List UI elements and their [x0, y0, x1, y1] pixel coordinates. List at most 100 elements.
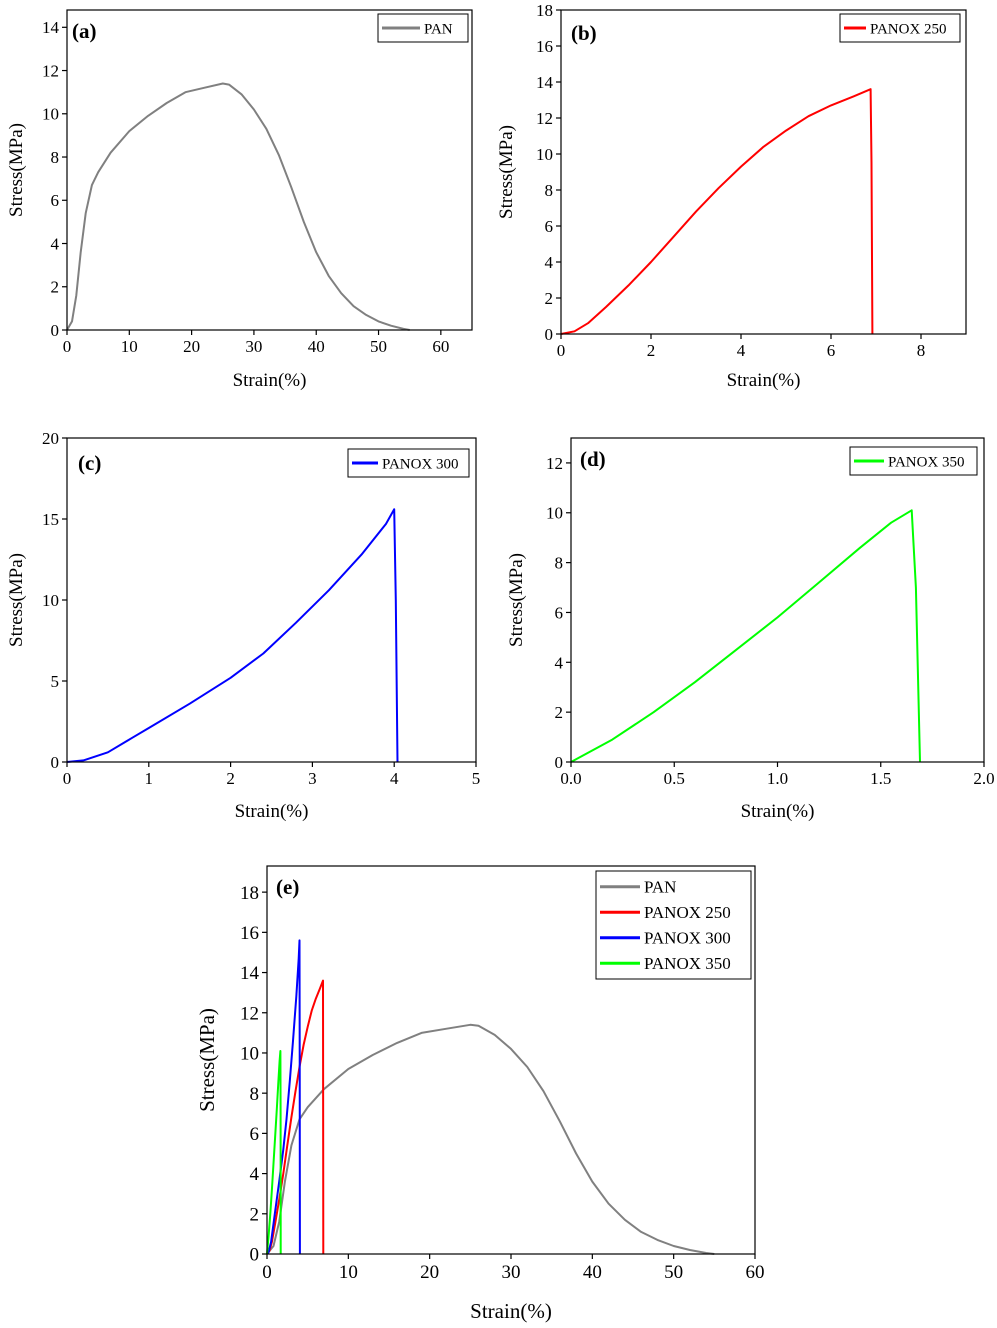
y-tick-label: 12	[240, 1003, 259, 1024]
series-line-1	[66, 508, 399, 763]
y-tick-label: 0	[250, 1245, 260, 1266]
plot-frame	[66, 9, 473, 331]
y-tick-label: 18	[240, 883, 259, 904]
y-tick-label: 2	[250, 1204, 260, 1225]
y-axis-label: Stress(MPa)	[506, 553, 527, 647]
series-line-1	[266, 1023, 715, 1255]
x-tick-label: 0	[262, 1262, 272, 1283]
x-tick-label: 1	[145, 769, 154, 788]
y-tick-label: 14	[42, 18, 60, 37]
x-tick-label: 20	[183, 337, 200, 356]
series-line-1	[560, 88, 874, 335]
x-tick-label: 20	[420, 1262, 439, 1283]
x-tick-label: 0	[63, 769, 72, 788]
x-tick-label: 60	[746, 1262, 765, 1283]
x-tick-label: 60	[432, 337, 449, 356]
y-tick-label: 15	[42, 510, 59, 529]
chart-panel-4: 0.0 0.5 1.0 1.5 2.0 0 2 4 6 8 10 12 Strain(%) Stress(…	[506, 437, 995, 822]
x-tick-label: 1.5	[870, 769, 891, 788]
legend-label: PANOX 350	[888, 454, 965, 470]
y-axis-label: Stress(MPa)	[6, 553, 27, 647]
x-tick-label: 10	[339, 1262, 358, 1283]
y-tick-label: 6	[51, 191, 60, 210]
x-tick-label: 4	[390, 769, 399, 788]
x-tick-label: 30	[502, 1262, 521, 1283]
plot-frame	[66, 437, 477, 763]
x-tick-label: 3	[308, 769, 317, 788]
y-tick-label: 0	[51, 321, 60, 340]
x-axis-label: Strain(%)	[233, 370, 307, 391]
x-axis-label: Strain(%)	[741, 801, 815, 822]
y-tick-label: 14	[536, 73, 554, 92]
y-tick-label: 8	[51, 148, 60, 167]
y-tick-label: 6	[545, 217, 554, 236]
y-tick-label: 16	[536, 37, 553, 56]
y-tick-label: 16	[240, 923, 259, 944]
x-tick-label: 0.0	[560, 769, 581, 788]
panel-label: (b)	[571, 21, 597, 45]
y-tick-label: 12	[536, 109, 553, 128]
x-tick-label: 50	[664, 1262, 683, 1283]
chart-panel-3: 0 1 2 3 4 5 0 5 10 15 20 Strain(%) Stress(MPa) (c) PAN…	[6, 429, 480, 822]
y-tick-label: 2	[555, 703, 564, 722]
y-tick-label: 2	[545, 289, 554, 308]
series-line-3	[266, 939, 301, 1255]
x-tick-label: 4	[737, 341, 746, 360]
legend-label: PAN	[424, 21, 453, 37]
plot-frame	[570, 437, 985, 763]
x-tick-label: 2	[226, 769, 235, 788]
legend-label: PAN	[644, 878, 676, 897]
y-tick-label: 6	[555, 603, 564, 622]
x-tick-label: 8	[917, 341, 926, 360]
y-tick-label: 18	[536, 1, 553, 20]
x-tick-label: 1.0	[767, 769, 788, 788]
y-tick-label: 0	[555, 753, 564, 772]
y-tick-label: 10	[240, 1044, 259, 1065]
series-line-4	[266, 1050, 282, 1255]
x-tick-label: 5	[472, 769, 481, 788]
legend-label: PANOX 250	[644, 903, 731, 922]
y-tick-label: 4	[545, 253, 554, 272]
y-tick-label: 12	[546, 454, 563, 473]
chart-panel-5: 0 10 20 30 40 50 60 0 2 4 6 8 10 12 14 16 18 Strain(%) Str…	[195, 865, 765, 1323]
panel-label: (a)	[72, 19, 97, 43]
x-axis-label: Strain(%)	[235, 801, 309, 822]
y-tick-label: 8	[545, 181, 554, 200]
y-tick-label: 0	[51, 753, 60, 772]
legend-label: PANOX 350	[644, 954, 731, 973]
legend-box	[595, 870, 752, 980]
x-tick-label: 30	[245, 337, 262, 356]
y-tick-label: 8	[555, 554, 564, 573]
y-tick-label: 5	[51, 672, 60, 691]
x-axis-label: Strain(%)	[727, 370, 801, 391]
x-tick-label: 10	[121, 337, 138, 356]
x-tick-label: 50	[370, 337, 387, 356]
x-tick-label: 2.0	[973, 769, 994, 788]
y-axis-label: Stress(MPa)	[496, 125, 517, 219]
series-line-1	[66, 82, 410, 331]
chart-panel-1: 0 10 20 30 40 50 60 0 2 4 6 8 10 12 14 Strain(%) Stress(…	[6, 9, 473, 391]
x-tick-label: 40	[308, 337, 325, 356]
y-tick-label: 14	[240, 963, 260, 984]
y-tick-label: 10	[42, 105, 59, 124]
y-tick-label: 0	[545, 325, 554, 344]
x-axis-label: Strain(%)	[470, 1299, 552, 1323]
x-tick-label: 0.5	[664, 769, 685, 788]
x-tick-label: 40	[583, 1262, 602, 1283]
y-axis-label: Stress(MPa)	[195, 1008, 219, 1112]
series-line-1	[570, 509, 921, 763]
x-tick-label: 6	[827, 341, 836, 360]
series-line-2	[266, 979, 325, 1255]
legend-label: PANOX 250	[870, 21, 947, 37]
y-tick-label: 4	[555, 653, 564, 672]
y-tick-label: 4	[51, 234, 60, 253]
y-tick-label: 12	[42, 61, 59, 80]
chart-panel-2: 0 2 4 6 8 0 2 4 6 8 10 12 14 16 18 Strain(%) Stress(MPa)…	[496, 1, 967, 391]
panel-label: (c)	[78, 451, 101, 475]
y-tick-label: 20	[42, 429, 59, 448]
panel-label: (d)	[580, 447, 606, 471]
legend-label: PANOX 300	[382, 456, 459, 472]
y-axis-label: Stress(MPa)	[6, 123, 27, 217]
x-tick-label: 2	[647, 341, 656, 360]
